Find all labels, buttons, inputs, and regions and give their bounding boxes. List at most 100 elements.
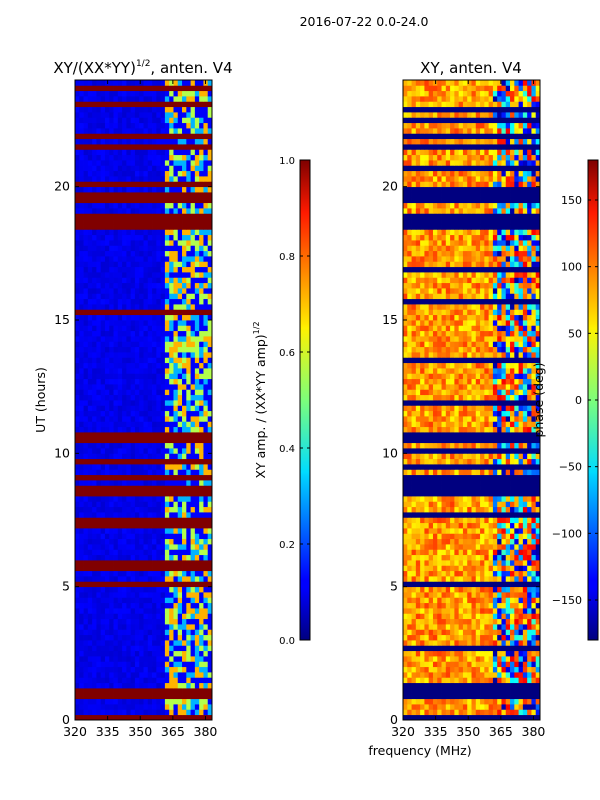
- heatmap-cell: [100, 629, 106, 636]
- heatmap-cell: [75, 117, 80, 124]
- heatmap-cell: [160, 80, 166, 86]
- heatmap-cell: [535, 597, 540, 604]
- heatmap-cell: [164, 170, 170, 177]
- heatmap-cell: [143, 496, 149, 502]
- heatmap-cell: [462, 634, 468, 641]
- heatmap-cell: [505, 597, 511, 604]
- heatmap-cell: [467, 666, 472, 673]
- heatmap-cell: [415, 554, 421, 561]
- heatmap-cell: [182, 154, 187, 161]
- heatmap-cell: [139, 352, 144, 358]
- heatmap-cell: [186, 128, 191, 134]
- heatmap-cell: [420, 576, 425, 582]
- heatmap-cell: [199, 426, 204, 433]
- heatmap-cell: [113, 554, 119, 561]
- heatmap-cell: [182, 688, 187, 694]
- heatmap-cell: [79, 629, 84, 636]
- heatmap-cell: [87, 421, 93, 428]
- heatmap-cell: [122, 154, 127, 161]
- heatmap-cell: [207, 554, 212, 561]
- heatmap-cell: [96, 496, 102, 502]
- heatmap-cell: [407, 586, 412, 593]
- heatmap-cell: [531, 666, 537, 673]
- heatmap-cell: [169, 80, 174, 86]
- heatmap-cell: [194, 288, 200, 294]
- heatmap-cell: [403, 533, 408, 540]
- heatmap-cell: [117, 506, 123, 513]
- heatmap-cell: [199, 634, 204, 641]
- heatmap-cell: [437, 656, 442, 662]
- heatmap-cell: [420, 565, 425, 572]
- heatmap-cell: [139, 528, 144, 534]
- heatmap-cell: [164, 485, 170, 492]
- heatmap-cell: [203, 128, 209, 134]
- heatmap-cell: [203, 138, 209, 145]
- heatmap-cell: [203, 389, 209, 396]
- heatmap-cell: [424, 624, 430, 630]
- heatmap-cell: [199, 501, 204, 508]
- heatmap-cell: [207, 709, 212, 716]
- heatmap-cell: [139, 357, 144, 364]
- heatmap-cell: [420, 538, 425, 545]
- heatmap-cell: [143, 400, 149, 406]
- heatmap-cell: [177, 229, 183, 236]
- heatmap-cell: [177, 320, 183, 326]
- heatmap-cell: [100, 282, 106, 289]
- heatmap-cell: [109, 192, 114, 198]
- heatmap-cell: [143, 405, 149, 412]
- heatmap-cell: [186, 656, 191, 662]
- heatmap-cell: [160, 368, 166, 374]
- heatmap-cell: [160, 330, 166, 337]
- heatmap-cell: [152, 421, 157, 428]
- heatmap-cell: [83, 165, 89, 172]
- heatmap-cell: [492, 714, 498, 720]
- heatmap-cell: [96, 490, 102, 497]
- heatmap-cell: [203, 197, 209, 204]
- heatmap-cell: [83, 485, 89, 492]
- heatmap-cell: [104, 442, 110, 449]
- heatmap-cell: [445, 538, 451, 545]
- heatmap-cell: [467, 704, 472, 710]
- heatmap-cell: [139, 666, 144, 673]
- heatmap-cell: [488, 608, 494, 614]
- heatmap-cell: [143, 506, 149, 513]
- heatmap-cell: [122, 117, 127, 124]
- heatmap-cell: [139, 112, 144, 118]
- heatmap-cell: [113, 176, 119, 182]
- heatmap-cell: [415, 629, 421, 636]
- heatmap-cell: [169, 202, 174, 209]
- heatmap-cell: [454, 597, 460, 604]
- heatmap-cell: [432, 629, 438, 636]
- heatmap-cell: [79, 154, 84, 161]
- heatmap-cell: [177, 266, 183, 273]
- heatmap-cell: [152, 138, 157, 145]
- heatmap-cell: [147, 85, 153, 92]
- heatmap-cell: [450, 672, 455, 678]
- heatmap-cell: [109, 512, 114, 518]
- heatmap-cell: [156, 554, 162, 561]
- heatmap-cell: [514, 624, 519, 630]
- heatmap-cell: [164, 501, 170, 508]
- heatmap-cell: [501, 618, 507, 625]
- heatmap-cell: [186, 96, 191, 102]
- heatmap-cell: [510, 570, 515, 577]
- heatmap-cell: [173, 528, 179, 534]
- heatmap-cell: [203, 592, 209, 598]
- heatmap-cell: [113, 160, 119, 166]
- heatmap-cell: [510, 597, 515, 604]
- heatmap-cell: [87, 469, 93, 476]
- heatmap-cell: [83, 133, 89, 140]
- heatmap-cell: [109, 229, 114, 236]
- heatmap-cell: [79, 240, 84, 246]
- heatmap-cell: [182, 501, 187, 508]
- heatmap-cell: [480, 581, 485, 588]
- heatmap-cell: [471, 677, 477, 684]
- heatmap-cell: [143, 80, 149, 86]
- heatmap-cell: [199, 602, 204, 609]
- heatmap-cell: [139, 176, 144, 182]
- heatmap-cell: [100, 672, 106, 678]
- heatmap-cell: [122, 272, 127, 278]
- heatmap-cell: [117, 245, 123, 252]
- heatmap-cell: [518, 714, 524, 720]
- heatmap-cell: [92, 592, 97, 598]
